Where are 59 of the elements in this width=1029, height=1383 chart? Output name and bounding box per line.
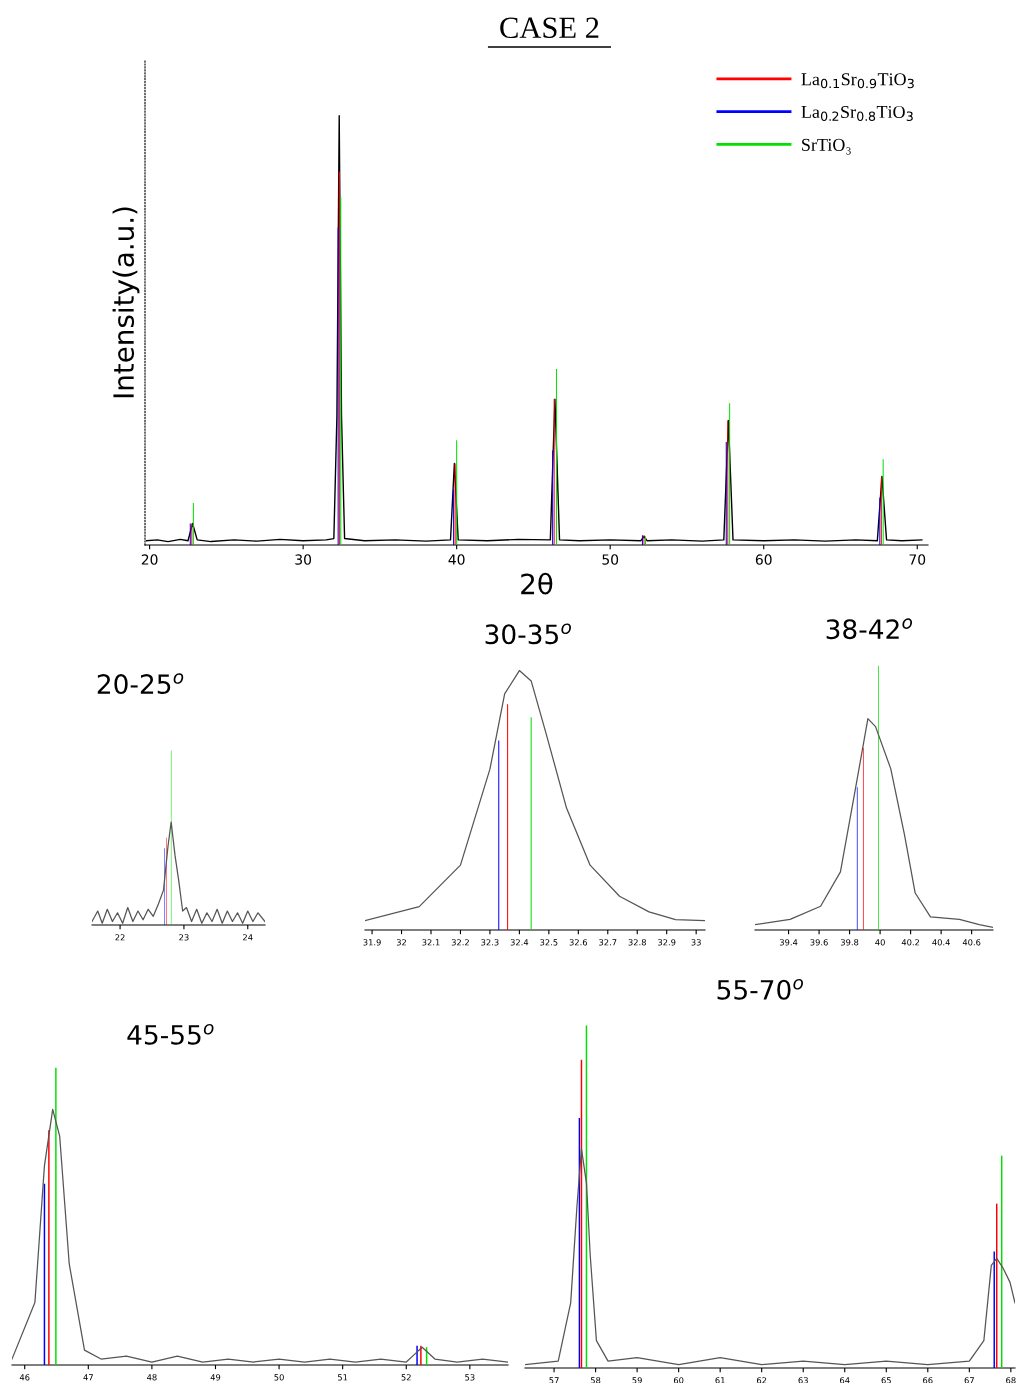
x-tick-label: 47 [83, 1374, 93, 1381]
x-tick-label: 39.4 [779, 939, 798, 946]
x-tick-label: 32.3 [481, 939, 499, 946]
x-tick-label: 60 [673, 1377, 684, 1383]
x-tick-label: 20 [141, 554, 158, 565]
x-tick-label: 53 [465, 1374, 475, 1381]
x-tick-label: 32.8 [628, 939, 646, 946]
x-tick-label: 62 [756, 1377, 767, 1383]
x-tick-label: 33 [691, 939, 701, 946]
x-tick-label: 32.1 [422, 939, 440, 946]
x-tick-label: 61 [715, 1377, 725, 1383]
x-tick-label: 39.6 [810, 939, 828, 946]
x-tick-label: 52 [401, 1374, 411, 1381]
x-tick-label: 67 [964, 1377, 974, 1383]
x-tick-label: 40.4 [932, 939, 950, 946]
x-tick-label: 32.6 [569, 939, 588, 946]
x-tick-label: 32.2 [451, 939, 469, 946]
x-tick-label: 64 [840, 1377, 850, 1383]
chart-title: CASE 2 [500, 17, 599, 39]
x-tick-label: 39.8 [840, 939, 859, 946]
x-tick-label: 40 [875, 939, 885, 946]
x-tick-label: 63 [798, 1377, 808, 1383]
chart-title: 30-35$^{o}$ [485, 623, 571, 645]
x-tick-label: 58 [590, 1377, 601, 1383]
x-tick-label: 40.2 [901, 939, 920, 946]
x-tick-label: 40 [448, 554, 465, 565]
x-tick-label: 68 [1006, 1377, 1016, 1383]
x-tick-label: 48 [147, 1374, 157, 1381]
chart-title: 45-55$^{o}$ [127, 1023, 214, 1045]
x-tick-label: 32.4 [510, 939, 529, 946]
x-tick-label: 59 [632, 1377, 642, 1383]
x-tick-label: 24 [243, 934, 253, 941]
x-tick-label: 49 [210, 1374, 221, 1381]
x-tick-label: 32.5 [540, 939, 558, 946]
chart-title: 55-70$^{o}$ [717, 978, 803, 1000]
x-tick-label: 22 [115, 934, 125, 941]
legend-label: SrTiO₃ [802, 138, 851, 155]
x-tick-label: 57 [549, 1377, 559, 1383]
x-tick-label: 65 [881, 1377, 891, 1383]
x-tick-label: 66 [923, 1377, 933, 1383]
x-tick-label: 46 [19, 1374, 30, 1381]
x-tick-label: 23 [179, 934, 189, 941]
y-axis-title: Intensity(a.u.) [112, 207, 140, 398]
x-tick-label: 40.6 [962, 939, 981, 946]
x-tick-label: 51 [338, 1374, 348, 1381]
legend-label: La$_{0.1}$Sr$_{0.9}$TiO$_{3}$ [801, 73, 914, 89]
chart-title: 38-42$^{o}$ [826, 618, 913, 640]
chart-title: 20-25$^{o}$ [97, 673, 184, 695]
x-tick-label: 32.7 [599, 939, 617, 946]
x-tick-label: 50 [274, 1374, 284, 1381]
x-tick-label: 60 [755, 554, 772, 565]
x-axis-title: 2θ [521, 572, 553, 595]
legend-label: La$_{0.2}$Sr$_{0.8}$TiO$_{3}$ [801, 105, 913, 122]
x-tick-label: 30 [295, 554, 312, 565]
x-tick-label: 32.9 [658, 939, 676, 946]
x-tick-label: 31.9 [363, 939, 381, 946]
x-tick-label: 70 [909, 554, 926, 565]
x-tick-label: 32 [396, 939, 406, 946]
x-tick-label: 50 [602, 554, 619, 565]
